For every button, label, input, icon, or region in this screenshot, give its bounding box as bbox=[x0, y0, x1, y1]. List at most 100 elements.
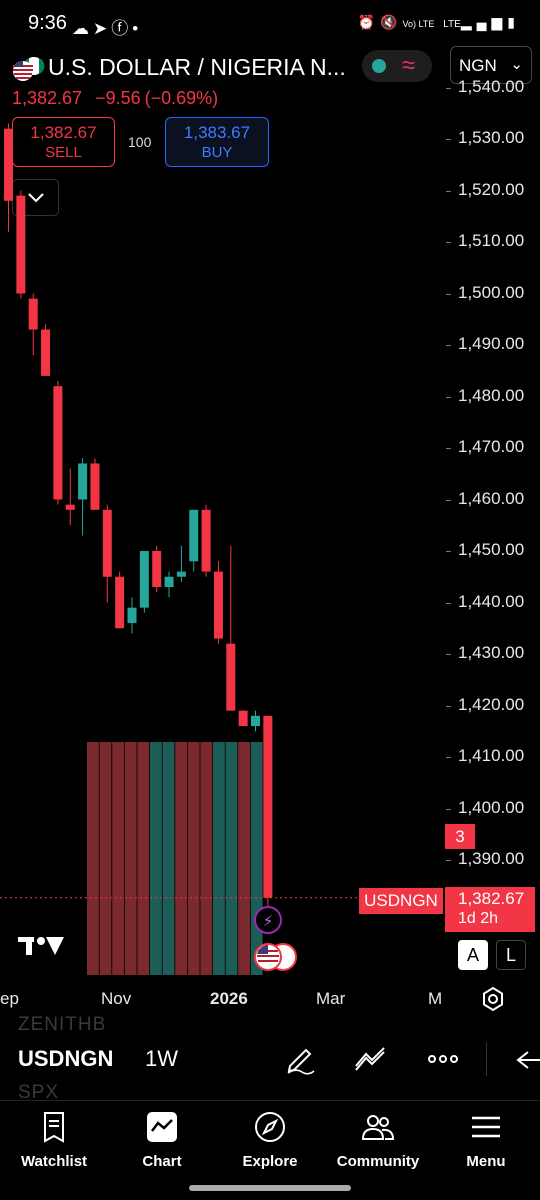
volume-bar bbox=[87, 742, 99, 975]
buy-price: 1,383.67 bbox=[183, 123, 251, 142]
price-tick-label: 1,520.00 bbox=[458, 179, 525, 199]
symbol-flags bbox=[12, 56, 46, 81]
status-left-icons: ☁➤ⓕ• bbox=[72, 14, 142, 39]
auto-scale-button[interactable]: A bbox=[458, 940, 488, 970]
menu-icon bbox=[472, 1116, 500, 1138]
candle bbox=[164, 571, 174, 598]
candle bbox=[115, 571, 125, 629]
candle-body bbox=[28, 298, 38, 330]
bar-countdown: 1d 2h bbox=[458, 910, 499, 927]
currency-select[interactable]: NGN ⌄ bbox=[450, 46, 532, 84]
last-price-tag-value: 1,382.67 bbox=[458, 889, 525, 908]
candle-body bbox=[176, 571, 186, 577]
price-tick-mark bbox=[446, 860, 451, 861]
svg-text:⚡: ⚡ bbox=[263, 912, 274, 930]
time-label-nov: Nov bbox=[101, 989, 132, 1008]
price-tick-mark bbox=[446, 602, 451, 604]
bottom-navigation: Watchlist Chart Explore Community Menu bbox=[0, 1100, 540, 1200]
price-change-pct: (−0.69%) bbox=[144, 88, 219, 108]
price-tick-mark bbox=[446, 499, 451, 501]
sell-label: SELL bbox=[45, 144, 82, 161]
candle-body bbox=[152, 551, 162, 588]
candle-body bbox=[41, 329, 51, 376]
home-indicator bbox=[189, 1185, 351, 1191]
community-icon bbox=[361, 1115, 395, 1140]
price-tick-mark bbox=[446, 242, 451, 243]
sell-price: 1,382.67 bbox=[30, 123, 97, 142]
drawings-icon[interactable] bbox=[352, 1040, 388, 1076]
nav-label-chart: Chart bbox=[142, 1153, 182, 1170]
price-tick-label: 1,500.00 bbox=[458, 282, 525, 302]
buy-button[interactable]: 1,383.67 BUY bbox=[165, 117, 269, 167]
alarm-icon: ⏰ bbox=[357, 14, 381, 30]
indicator-toggle[interactable]: ≈ bbox=[362, 50, 432, 82]
symbol-title[interactable]: U.S. DOLLAR / NIGERIA N... bbox=[48, 54, 346, 80]
volume-bar bbox=[250, 742, 263, 975]
candle-body bbox=[102, 509, 112, 577]
candle-body bbox=[201, 509, 211, 572]
chevron-down-icon bbox=[28, 193, 44, 203]
price-tick-label: 1,490.00 bbox=[458, 334, 525, 353]
pencil-icon[interactable] bbox=[282, 1040, 318, 1076]
time-label-2026: 2026 bbox=[210, 989, 248, 1008]
candle bbox=[152, 545, 162, 593]
candle-body bbox=[213, 571, 223, 639]
price-tick-label: 1,400.00 bbox=[458, 797, 525, 817]
candle bbox=[176, 545, 186, 582]
back-icon[interactable] bbox=[508, 1040, 540, 1076]
price-tick-mark bbox=[446, 448, 451, 449]
candle bbox=[53, 381, 63, 505]
candle-body bbox=[263, 715, 273, 898]
candle bbox=[41, 324, 51, 376]
sell-button[interactable]: 1,382.67 SELL bbox=[12, 117, 115, 167]
candle bbox=[213, 561, 223, 644]
candle-body bbox=[16, 195, 26, 294]
candle bbox=[201, 504, 211, 577]
ghost-symbol-below: SPX bbox=[18, 1082, 60, 1103]
price-tick-mark bbox=[446, 139, 451, 140]
candle-body bbox=[189, 509, 199, 562]
candle-body bbox=[251, 715, 260, 727]
symbol-selector[interactable]: USDNGN bbox=[18, 1046, 114, 1071]
facebook-icon: ⓕ bbox=[111, 19, 133, 38]
interval-selector[interactable]: 1W bbox=[145, 1046, 178, 1071]
price-tick-label: 1,460.00 bbox=[458, 488, 525, 508]
symbol-tag: USDNGN bbox=[359, 888, 443, 914]
price-tick-mark bbox=[446, 345, 451, 346]
price-tick-label: 1,430.00 bbox=[458, 643, 525, 662]
watchlist-icon bbox=[44, 1112, 64, 1143]
alerts-badge[interactable]: 3 bbox=[445, 824, 475, 849]
volume-bar bbox=[150, 742, 162, 975]
price-tick-label: 1,390.00 bbox=[458, 849, 525, 868]
status-right-icons: ⏰🔇Vo) LTE LTE▂▄▆▮ bbox=[358, 14, 520, 31]
time-label-m: M bbox=[428, 989, 443, 1008]
time-label-mar: Mar bbox=[316, 989, 346, 1008]
status-dot-icon bbox=[372, 59, 386, 73]
candle-body bbox=[90, 463, 100, 510]
toolbar-divider bbox=[486, 1042, 487, 1076]
candle-body bbox=[4, 128, 13, 201]
price-tick-label: 1,540.00 bbox=[458, 76, 525, 96]
candle bbox=[28, 293, 38, 356]
dividends-icon[interactable]: ⚡ bbox=[254, 906, 282, 934]
price-tick-label: 1,420.00 bbox=[458, 694, 525, 714]
volume-bar bbox=[124, 742, 137, 975]
price-summary: 1,382.67 −9.56 (−0.69%) bbox=[12, 88, 226, 109]
volume-bar bbox=[137, 742, 150, 975]
more-icon[interactable] bbox=[425, 1040, 461, 1076]
chart-settings-icon[interactable] bbox=[480, 986, 506, 1012]
candle-body bbox=[53, 386, 63, 500]
last-price: 1,382.67 bbox=[12, 88, 83, 108]
candle bbox=[127, 597, 137, 634]
status-time: 9:36 bbox=[28, 12, 67, 34]
economic-events-icon[interactable] bbox=[254, 943, 297, 971]
candle-body bbox=[127, 607, 137, 624]
volume-bar bbox=[213, 742, 225, 975]
volte-icon: Vo) LTE bbox=[402, 19, 435, 29]
battery-icon: ▮ bbox=[507, 14, 520, 30]
dot-icon: • bbox=[132, 19, 143, 38]
candle-body bbox=[78, 463, 88, 500]
nav-label-explore: Explore bbox=[242, 1153, 298, 1170]
log-scale-button[interactable]: L bbox=[496, 940, 526, 970]
